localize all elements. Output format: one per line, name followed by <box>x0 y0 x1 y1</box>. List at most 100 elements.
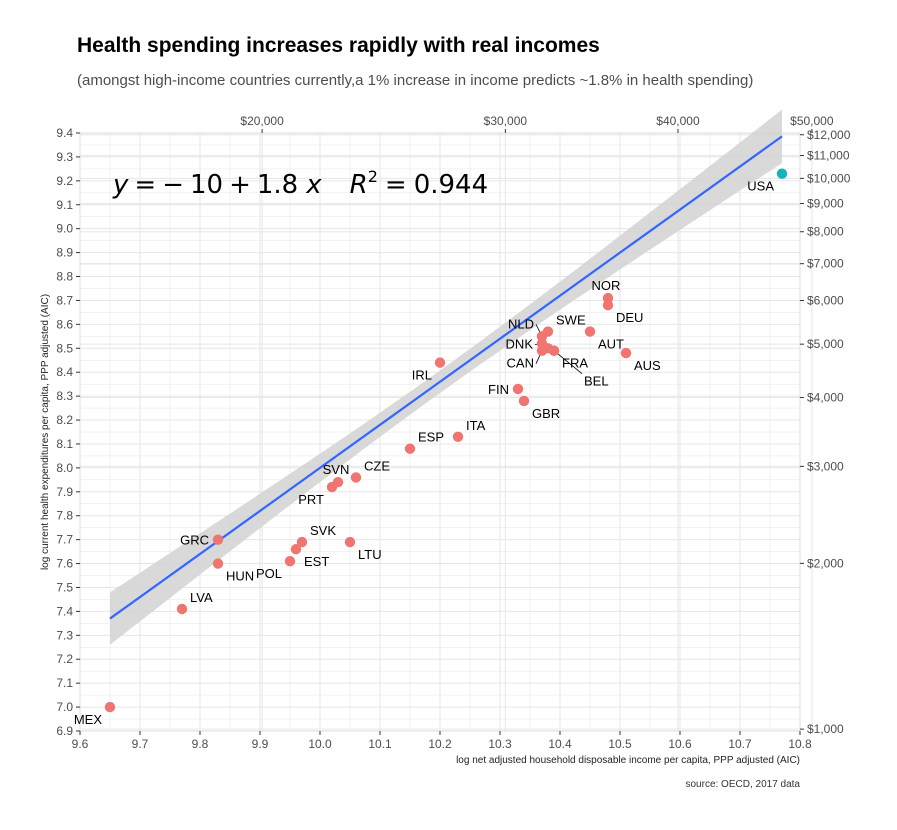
data-point-nor <box>602 292 614 304</box>
right-tick-label: $1,000 <box>807 722 844 736</box>
point-label-irl: IRL <box>412 368 432 383</box>
eq-r-value: 0.944 <box>414 170 488 200</box>
data-point-aus <box>620 347 632 359</box>
y-tick-label: 7.7 <box>56 533 73 547</box>
point-label-fin: FIN <box>488 382 509 397</box>
data-point-bel <box>548 345 560 356</box>
y-tick-label: 8.4 <box>56 365 73 379</box>
x-axis-title: log net adjusted household disposable in… <box>456 755 800 766</box>
eq-slope: 1.8 <box>257 170 298 200</box>
x-tick-label: 10.1 <box>368 737 392 751</box>
data-point-svn <box>332 477 344 488</box>
y-tick-label: 7.1 <box>56 676 73 690</box>
data-point-grc <box>212 534 224 545</box>
x-tick-label: 10.7 <box>728 737 752 751</box>
point-label-nld: NLD <box>508 316 534 331</box>
y-tick-label: 8.1 <box>56 437 73 451</box>
data-point-mex <box>104 701 116 713</box>
right-tick-label: $2,000 <box>807 556 844 570</box>
data-points <box>104 168 788 713</box>
point-label-lva: LVA <box>190 590 213 605</box>
point-label-svn: SVN <box>323 462 350 477</box>
point-labels: MEX LVA GRC HUN POL EST SVK PRT SVN CZE LTU ESP ITA I… <box>74 179 774 727</box>
data-point-esp <box>404 443 416 454</box>
y-tick-label: 7.4 <box>56 604 73 618</box>
x-tick-label: 10.5 <box>608 737 632 751</box>
point-label-fra: FRA <box>562 356 588 371</box>
right-tick-label: $7,000 <box>807 257 844 271</box>
data-point-irl <box>434 357 446 368</box>
point-label-bel: BEL <box>584 374 609 389</box>
data-point-deu <box>602 300 614 311</box>
right-tick-label: $4,000 <box>807 391 844 405</box>
y-tick-label: 7.0 <box>56 700 73 714</box>
right-tick-label: $5,000 <box>807 337 844 351</box>
x-tick-label: 9.7 <box>132 737 149 751</box>
data-point-cze <box>350 472 362 483</box>
point-label-ita: ITA <box>466 418 486 433</box>
y-tick-label: 8.6 <box>56 317 73 331</box>
y-tick-label: 8.3 <box>56 389 73 403</box>
x-tick-label: 10.6 <box>668 737 692 751</box>
y-tick-label: 8.7 <box>56 293 73 307</box>
y-tick-label: 8.9 <box>56 246 73 260</box>
y-tick-label: 9.0 <box>56 222 73 236</box>
y-tick-label: 7.5 <box>56 580 73 594</box>
right-tick-label: $8,000 <box>807 225 844 239</box>
y-tick-label: 7.6 <box>56 557 73 571</box>
data-point-ltu <box>344 536 356 548</box>
point-label-prt: PRT <box>298 492 324 507</box>
y-axis-ticks: 6.9 7.0 7.1 7.2 7.3 7.4 7.5 7.6 7.7 7.8 7.9 8.0 8.1 8… <box>56 126 80 738</box>
y-tick-label: 8.5 <box>56 341 73 355</box>
top-tick-label: $40,000 <box>656 114 700 128</box>
y-tick-label: 9.4 <box>56 126 73 140</box>
data-point-gbr <box>518 395 530 407</box>
top-axis-ticks: $20,000 $30,000 $40,000 $50,000 <box>240 114 834 133</box>
point-label-est: EST <box>304 554 329 569</box>
data-point-aut <box>584 326 596 337</box>
eq-equals: = <box>134 170 156 200</box>
regression-line <box>109 135 783 620</box>
top-tick-label: $20,000 <box>240 114 284 128</box>
x-tick-label: 9.9 <box>252 737 269 751</box>
leader-bel <box>553 350 583 374</box>
data-point-usa <box>776 168 788 179</box>
eq-minus: − <box>162 170 184 200</box>
point-label-swe: SWE <box>556 313 586 328</box>
x-tick-label: 10.3 <box>488 737 512 751</box>
point-label-cze: CZE <box>364 458 390 473</box>
x-tick-label: 9.8 <box>192 737 209 751</box>
y-tick-label: 8.2 <box>56 413 73 427</box>
y-tick-label: 7.3 <box>56 628 73 642</box>
eq-x: x <box>305 170 322 200</box>
grid-lines <box>79 132 813 732</box>
data-point-pol <box>284 555 296 567</box>
x-tick-label: 9.6 <box>72 737 89 751</box>
point-label-aus: AUS <box>634 358 661 373</box>
point-label-pol: POL <box>256 566 282 581</box>
y-tick-label: 9.3 <box>56 150 73 164</box>
point-label-usa: USA <box>747 179 774 194</box>
eq-r-superscript: 2 <box>368 167 378 186</box>
eq-r-equals: = <box>385 170 407 200</box>
eq-plus: + <box>229 170 251 200</box>
y-tick-label: 8.8 <box>56 270 73 284</box>
point-label-gbr: GBR <box>532 406 560 421</box>
point-label-svk: SVK <box>310 523 336 538</box>
y-tick-label: 7.9 <box>56 485 73 499</box>
chart-subtitle: (amongst high-income countries currently… <box>77 72 754 89</box>
right-tick-label: $12,000 <box>807 128 851 142</box>
right-axis-ticks: $1,000 $2,000 $3,000 $4,000 $5,000 $6,000 $7,0… <box>800 128 851 736</box>
eq-r: R <box>350 170 368 200</box>
x-axis-ticks: 9.6 9.7 9.8 9.9 10.0 10.1 10.2 10.3 10.4 10.5 10.6… <box>72 731 812 751</box>
top-tick-label: $50,000 <box>790 114 834 128</box>
y-tick-label: 7.2 <box>56 652 73 666</box>
x-tick-label: 10.4 <box>548 737 572 751</box>
y-tick-label: 9.1 <box>56 198 73 212</box>
point-label-hun: HUN <box>226 569 254 584</box>
data-point-svk <box>296 536 308 548</box>
right-tick-label: $11,000 <box>807 149 850 163</box>
x-tick-label: 10.8 <box>788 737 812 751</box>
right-tick-label: $6,000 <box>807 294 844 308</box>
